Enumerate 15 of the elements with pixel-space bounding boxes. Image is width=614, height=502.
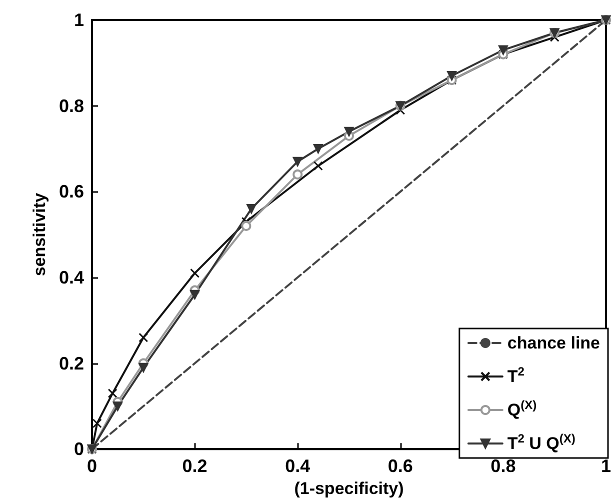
- y-axis-title: sensitivity: [30, 192, 50, 276]
- x-tick-label: 0.8: [490, 456, 516, 476]
- x-tick-label: 0: [86, 456, 98, 476]
- y-tick-label: 0.6: [58, 182, 84, 202]
- y-tick-label: 0.8: [58, 96, 84, 116]
- x-tick-label: 1: [600, 456, 611, 476]
- x-tick-label: 0.2: [182, 456, 208, 476]
- x-tick-label: 0.6: [388, 456, 413, 476]
- y-tick-label: 1: [74, 10, 84, 30]
- y-tick-label: 0.4: [58, 267, 84, 288]
- y-tick-label: 0.2: [58, 353, 84, 374]
- x-axis-title: (1-specificity): [294, 479, 404, 498]
- legend-label: chance line: [507, 334, 600, 352]
- x-tick-label: 0.4: [285, 456, 310, 476]
- y-tick-label: 0: [74, 439, 84, 460]
